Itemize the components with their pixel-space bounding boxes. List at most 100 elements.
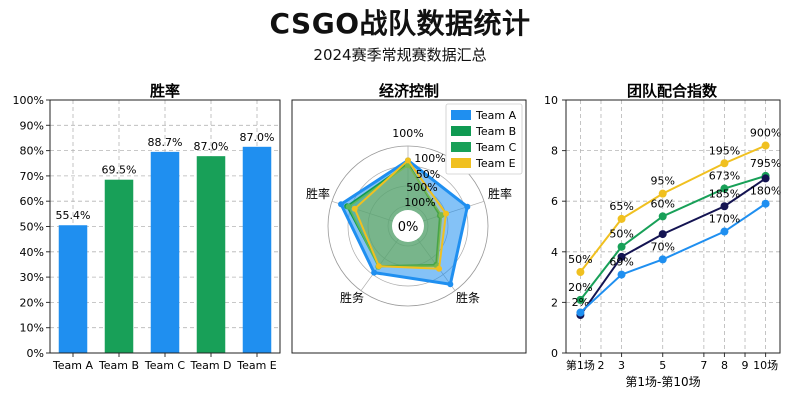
line-point xyxy=(761,174,770,183)
radar-legend-entry: Team C xyxy=(475,141,517,154)
radar-frame xyxy=(291,99,527,354)
bar-y-tick-label: 40% xyxy=(20,246,44,259)
radar-axis-label: 胜条 xyxy=(456,290,480,305)
page-title: CSGO战队数据统计 xyxy=(269,7,531,40)
bar-x-tick-label: Team C xyxy=(144,359,186,372)
bar-y-tick-label: 70% xyxy=(20,170,44,183)
radar-series-area xyxy=(346,162,441,268)
line-data-label: 673% xyxy=(709,170,740,183)
line-data-label: 170% xyxy=(709,213,740,226)
radar-radial-label: 100% xyxy=(414,152,445,165)
radar-point xyxy=(436,265,443,272)
line-data-label: 69% xyxy=(609,256,633,269)
bar-y-tick-label: 50% xyxy=(20,221,44,234)
line-y-tick-label: 2 xyxy=(551,296,558,309)
bar-data-label: 87.0% xyxy=(240,131,275,144)
radar-radial-label: 100% xyxy=(392,127,423,140)
radar-point xyxy=(375,263,382,270)
line-data-label: 50% xyxy=(609,228,633,241)
radar-center-label: 0% xyxy=(398,220,419,235)
line-point xyxy=(576,308,585,317)
bar-data-label: 69.5% xyxy=(102,164,137,177)
line-data-label: 2% xyxy=(572,296,589,309)
bar-x-tick-label: Team E xyxy=(236,359,277,372)
radar-point xyxy=(447,281,454,288)
radar-center xyxy=(392,210,424,242)
line-point xyxy=(576,295,585,304)
line-y-tick-label: 0 xyxy=(551,347,558,360)
radar-point xyxy=(443,210,450,217)
line-data-label: 50% xyxy=(568,253,592,266)
bar xyxy=(242,146,272,353)
line-point xyxy=(720,202,729,211)
radar-chart-title: 经济控制 xyxy=(379,82,439,100)
radar-point xyxy=(464,203,471,210)
radar-point xyxy=(405,157,411,164)
line-x-tick-label: 5 xyxy=(659,359,666,372)
radar-radial-label: 50% xyxy=(416,168,440,181)
line-data-label: 60% xyxy=(650,197,674,210)
radar-legend-swatch xyxy=(451,158,471,168)
radar-legend-swatch xyxy=(451,110,471,120)
line-point xyxy=(617,270,626,279)
line-point xyxy=(720,227,729,236)
radar-axis-label: 胜务 xyxy=(340,290,364,305)
bar xyxy=(104,179,134,353)
win-rate-bar-chart: 胜率 0% 10% 20% 30% 40% 50% 60% 70% 80% 90% 100% 55.4… xyxy=(13,82,281,372)
line-data-label: 180% xyxy=(750,185,781,198)
bar xyxy=(58,225,88,353)
radar-legend-swatch xyxy=(451,142,471,152)
line-point xyxy=(658,189,667,198)
line-data-label: 70% xyxy=(650,240,674,253)
radar-point xyxy=(338,201,345,208)
bar-chart-title: 胜率 xyxy=(150,82,180,100)
bar-y-tick-label: 0% xyxy=(27,347,44,360)
bar-y-tick-label: 60% xyxy=(20,195,44,208)
line-y-tick-label: 8 xyxy=(551,145,558,158)
line-chart-title: 团队配合指数 xyxy=(627,82,718,100)
line-point xyxy=(761,199,770,208)
bar-y-tick-label: 90% xyxy=(20,119,44,132)
bar-data-label: 55.4% xyxy=(56,209,91,222)
bar-y-tick-label: 100% xyxy=(13,94,44,107)
radar-legend-entry: Team B xyxy=(475,125,516,138)
radar-point xyxy=(345,203,352,210)
bar-y-tick-label: 20% xyxy=(20,296,44,309)
line-data-label: 20% xyxy=(568,281,592,294)
line-data-label: 195% xyxy=(709,144,740,157)
line-point xyxy=(658,230,667,239)
line-x-axis-label: 第1场-第10场 xyxy=(625,375,700,389)
line-plot-frame xyxy=(565,99,781,354)
bar-data-label: 88.7% xyxy=(148,136,183,149)
line-data-label: 65% xyxy=(609,200,633,213)
bar xyxy=(150,151,180,353)
bar-y-tick-label: 30% xyxy=(20,271,44,284)
line-point xyxy=(617,252,626,261)
bar-plot-frame xyxy=(49,99,281,354)
bar-y-tick-label: 80% xyxy=(20,145,44,158)
bar xyxy=(196,156,226,353)
line-x-tick-label: 7 xyxy=(700,359,707,372)
line-data-label: 795% xyxy=(750,157,781,170)
radar-radial-label: 100% xyxy=(404,196,435,209)
bar-y-tick-label: 10% xyxy=(20,322,44,335)
line-point xyxy=(658,255,667,264)
radar-legend-swatch xyxy=(451,126,471,136)
line-point xyxy=(720,184,729,193)
radar-point xyxy=(438,212,445,219)
line-x-tick-label: 2 xyxy=(597,359,604,372)
line-point xyxy=(617,242,626,251)
line-x-tick-label: 10场 xyxy=(753,358,778,372)
line-x-tick-label: 9 xyxy=(742,359,749,372)
line-point xyxy=(720,159,729,168)
line-point xyxy=(576,268,585,277)
bar-x-tick-label: Team D xyxy=(189,359,231,372)
bar-x-tick-label: Team A xyxy=(52,359,94,372)
line-x-tick-label: 8 xyxy=(721,359,728,372)
page-subtitle: 2024赛季常规赛数据汇总 xyxy=(313,46,487,64)
line-point xyxy=(617,214,626,223)
line-y-tick-label: 4 xyxy=(551,246,558,259)
